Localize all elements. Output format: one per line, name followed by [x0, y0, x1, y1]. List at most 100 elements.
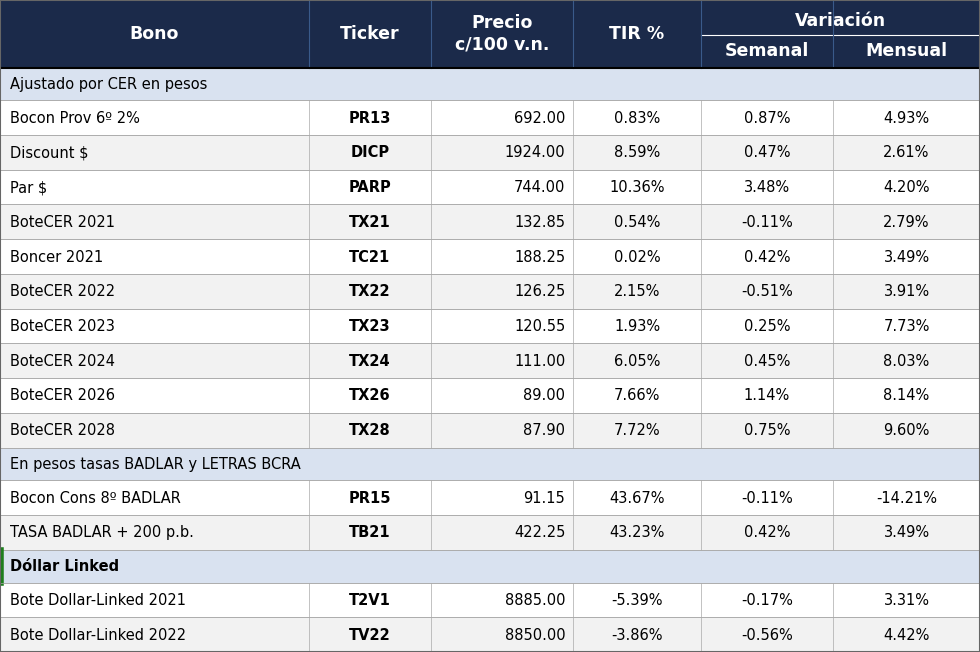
Bar	[0, 205, 980, 239]
Text: 7.73%: 7.73%	[883, 319, 930, 334]
Text: -14.21%: -14.21%	[876, 491, 937, 506]
Bar	[0, 550, 980, 582]
Bar	[0, 344, 980, 378]
Text: Ticker: Ticker	[340, 25, 400, 43]
Text: Bocon Cons 8º BADLAR: Bocon Cons 8º BADLAR	[10, 491, 181, 506]
Text: 9.60%: 9.60%	[883, 423, 930, 438]
Text: 87.90: 87.90	[523, 423, 565, 438]
Text: 8885.00: 8885.00	[505, 593, 565, 608]
Text: 0.42%: 0.42%	[744, 250, 790, 265]
Text: Bote Dollar-Linked 2022: Bote Dollar-Linked 2022	[10, 628, 186, 643]
Text: T2V1: T2V1	[349, 593, 391, 608]
Text: Bote Dollar-Linked 2021: Bote Dollar-Linked 2021	[10, 593, 186, 608]
Text: Ajustado por CER en pesos: Ajustado por CER en pesos	[10, 77, 208, 92]
Text: 3.49%: 3.49%	[883, 250, 930, 265]
Bar	[0, 515, 980, 550]
Text: DICP: DICP	[351, 145, 389, 160]
Text: -0.56%: -0.56%	[741, 628, 793, 643]
Text: Discount $: Discount $	[10, 145, 88, 160]
Text: -0.11%: -0.11%	[741, 215, 793, 230]
Bar	[0, 308, 980, 344]
Text: -5.39%: -5.39%	[612, 593, 662, 608]
Text: TX23: TX23	[349, 319, 391, 334]
Text: PARP: PARP	[349, 180, 391, 195]
Text: 744.00: 744.00	[514, 180, 565, 195]
Text: 4.20%: 4.20%	[883, 180, 930, 195]
Text: 111.00: 111.00	[514, 354, 565, 369]
Text: BoteCER 2028: BoteCER 2028	[10, 423, 115, 438]
Text: En pesos tasas BADLAR y LETRAS BCRA: En pesos tasas BADLAR y LETRAS BCRA	[10, 457, 301, 472]
Bar	[0, 68, 980, 100]
Text: Precio
c/100 v.n.: Precio c/100 v.n.	[455, 14, 550, 53]
Text: TIR %: TIR %	[610, 25, 664, 43]
Text: -3.86%: -3.86%	[612, 628, 662, 643]
Text: TX26: TX26	[349, 389, 391, 404]
Bar	[0, 274, 980, 308]
Text: TASA BADLAR + 200 p.b.: TASA BADLAR + 200 p.b.	[10, 526, 194, 541]
Text: 188.25: 188.25	[514, 250, 565, 265]
Text: 3.31%: 3.31%	[884, 593, 929, 608]
Text: 2.61%: 2.61%	[883, 145, 930, 160]
Bar	[0, 413, 980, 447]
Text: -0.11%: -0.11%	[741, 491, 793, 506]
Bar	[0, 617, 980, 652]
Text: 0.02%: 0.02%	[613, 250, 661, 265]
Text: 1924.00: 1924.00	[505, 145, 565, 160]
Text: 0.45%: 0.45%	[744, 354, 790, 369]
Text: 0.87%: 0.87%	[744, 111, 790, 126]
Text: 132.85: 132.85	[514, 215, 565, 230]
Bar	[0, 239, 980, 274]
Text: 0.83%: 0.83%	[613, 111, 661, 126]
Bar	[0, 100, 980, 135]
Text: 0.75%: 0.75%	[744, 423, 790, 438]
Text: 43.23%: 43.23%	[610, 526, 664, 541]
Text: 7.72%: 7.72%	[613, 423, 661, 438]
Text: 6.05%: 6.05%	[613, 354, 661, 369]
Text: 8.03%: 8.03%	[883, 354, 930, 369]
Text: Bocon Prov 6º 2%: Bocon Prov 6º 2%	[10, 111, 140, 126]
Text: 692.00: 692.00	[514, 111, 565, 126]
Text: BoteCER 2024: BoteCER 2024	[10, 354, 115, 369]
Text: -0.51%: -0.51%	[741, 284, 793, 299]
Text: 120.55: 120.55	[514, 319, 565, 334]
Text: 3.48%: 3.48%	[744, 180, 790, 195]
Bar	[0, 582, 980, 617]
Text: PR15: PR15	[349, 491, 391, 506]
Text: 10.36%: 10.36%	[610, 180, 664, 195]
Text: BoteCER 2021: BoteCER 2021	[10, 215, 115, 230]
Text: 422.25: 422.25	[514, 526, 565, 541]
Text: Variación: Variación	[795, 12, 886, 30]
Text: 89.00: 89.00	[523, 389, 565, 404]
Bar	[0, 0, 980, 68]
Text: Mensual: Mensual	[865, 42, 948, 61]
Text: BoteCER 2026: BoteCER 2026	[10, 389, 115, 404]
Bar	[0, 135, 980, 170]
Text: 4.42%: 4.42%	[883, 628, 930, 643]
Text: 2.15%: 2.15%	[613, 284, 661, 299]
Text: 8.59%: 8.59%	[613, 145, 661, 160]
Text: -0.17%: -0.17%	[741, 593, 793, 608]
Text: TX22: TX22	[349, 284, 391, 299]
Text: Semanal: Semanal	[724, 42, 809, 61]
Text: BoteCER 2022: BoteCER 2022	[10, 284, 115, 299]
Text: 4.93%: 4.93%	[883, 111, 930, 126]
Text: 7.66%: 7.66%	[613, 389, 661, 404]
Bar	[0, 378, 980, 413]
Text: 8.14%: 8.14%	[883, 389, 930, 404]
Text: Par $: Par $	[10, 180, 47, 195]
Text: 126.25: 126.25	[514, 284, 565, 299]
Bar	[0, 170, 980, 205]
Text: TX24: TX24	[349, 354, 391, 369]
Text: PR13: PR13	[349, 111, 391, 126]
Text: 8850.00: 8850.00	[505, 628, 565, 643]
Text: 0.42%: 0.42%	[744, 526, 790, 541]
Text: 2.79%: 2.79%	[883, 215, 930, 230]
Text: 1.93%: 1.93%	[613, 319, 661, 334]
Text: 0.47%: 0.47%	[744, 145, 790, 160]
Text: Boncer 2021: Boncer 2021	[10, 250, 103, 265]
Text: Bono: Bono	[129, 25, 179, 43]
Text: TV22: TV22	[349, 628, 391, 643]
Text: TX21: TX21	[349, 215, 391, 230]
Text: 0.25%: 0.25%	[744, 319, 790, 334]
Text: BoteCER 2023: BoteCER 2023	[10, 319, 115, 334]
